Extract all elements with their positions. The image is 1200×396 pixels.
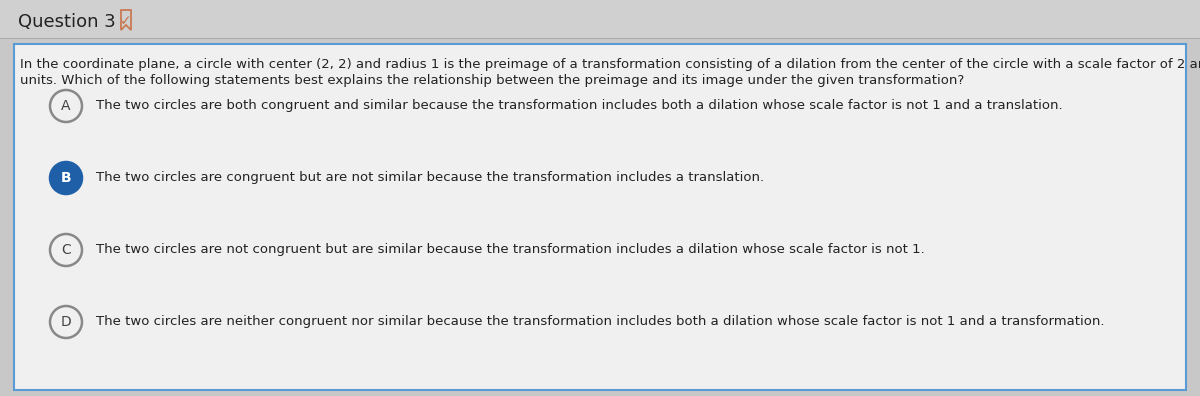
Circle shape — [50, 90, 82, 122]
Bar — [0, 38, 1200, 39]
Text: Question 3: Question 3 — [18, 13, 115, 31]
Text: In the coordinate plane, a circle with center (2, 2) and radius 1 is the preimag: In the coordinate plane, a circle with c… — [20, 58, 1200, 71]
Text: units. Which of the following statements best explains the relationship between : units. Which of the following statements… — [20, 74, 965, 87]
Text: The two circles are congruent but are not similar because the transformation inc: The two circles are congruent but are no… — [96, 171, 764, 185]
Bar — [14, 44, 1186, 390]
Text: A: A — [61, 99, 71, 113]
Text: D: D — [61, 315, 71, 329]
Text: The two circles are not congruent but are similar because the transformation inc: The two circles are not congruent but ar… — [96, 244, 925, 257]
Circle shape — [50, 234, 82, 266]
Text: C: C — [61, 243, 71, 257]
Circle shape — [50, 162, 82, 194]
Text: B: B — [61, 171, 71, 185]
Text: The two circles are neither congruent nor similar because the transformation inc: The two circles are neither congruent no… — [96, 316, 1104, 329]
Text: ✓: ✓ — [120, 14, 132, 28]
Text: The two circles are both congruent and similar because the transformation includ: The two circles are both congruent and s… — [96, 99, 1063, 112]
Circle shape — [50, 306, 82, 338]
Bar — [0, 0, 1200, 38]
